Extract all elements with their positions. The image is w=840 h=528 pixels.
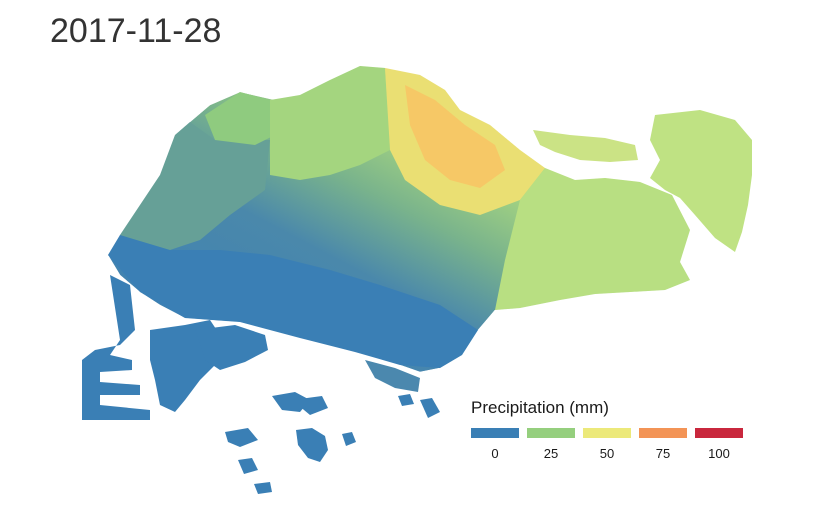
southern-island-9 xyxy=(398,394,414,406)
southern-island-6 xyxy=(254,482,272,494)
southern-island-2 xyxy=(292,396,328,415)
southern-island-7 xyxy=(342,432,356,446)
southern-island-4 xyxy=(296,428,328,462)
jurong-island-east xyxy=(195,325,268,370)
southern-island-5 xyxy=(238,458,258,474)
legend-ticks: 0 25 50 75 100 xyxy=(471,446,751,466)
legend-tick-0: 0 xyxy=(491,446,499,461)
legend-swatch-0 xyxy=(471,428,519,438)
legend-swatch-50 xyxy=(583,428,631,438)
pulau-ubin xyxy=(533,130,638,162)
southern-island-3 xyxy=(225,428,258,447)
zone-west-central xyxy=(120,122,270,250)
zone-west-coast xyxy=(108,235,478,368)
pulau-tekong xyxy=(650,110,752,252)
legend-swatches xyxy=(471,428,751,438)
map-title: 2017-11-28 xyxy=(50,12,222,50)
zone-northwest xyxy=(205,92,275,145)
zone-east xyxy=(495,168,690,310)
sentosa-area xyxy=(365,360,420,392)
legend-tick-100: 100 xyxy=(708,446,730,461)
legend-swatch-25 xyxy=(527,428,575,438)
zone-northeast-core xyxy=(405,85,505,188)
legend-swatch-75 xyxy=(639,428,687,438)
tuas-peninsula xyxy=(82,275,150,420)
zone-central-north xyxy=(270,66,390,180)
legend-tick-25: 25 xyxy=(543,446,559,461)
legend-title: Precipitation (mm) xyxy=(471,398,609,417)
legend: Precipitation (mm) 0 25 50 75 100 xyxy=(471,398,751,466)
legend-tick-75: 75 xyxy=(655,446,671,461)
southern-island-8 xyxy=(420,398,440,418)
legend-tick-50: 50 xyxy=(599,446,615,461)
legend-swatch-100 xyxy=(695,428,743,438)
